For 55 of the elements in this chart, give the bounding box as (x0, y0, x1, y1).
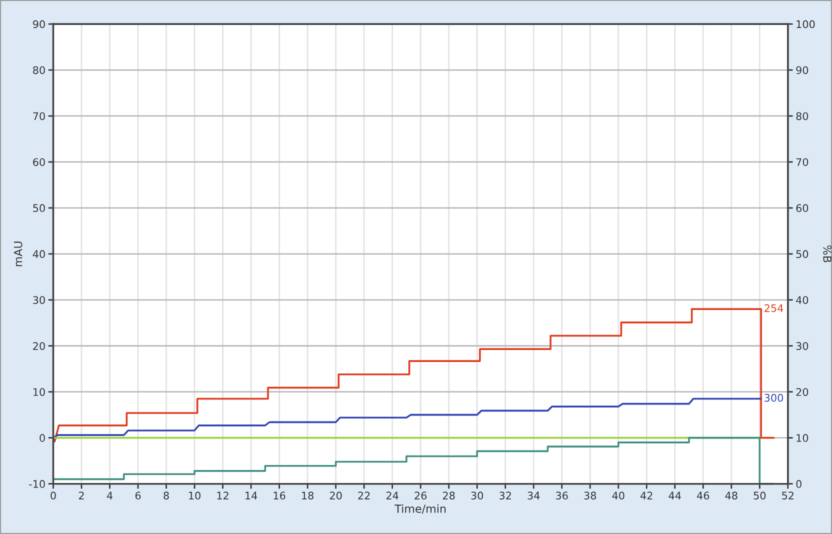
x-tick-label: 20 (330, 492, 342, 500)
y2-tick-label: 30 (796, 342, 808, 350)
x-tick-label: 8 (164, 492, 169, 500)
x-tick-label: 16 (274, 492, 286, 500)
x-tick-label: 12 (217, 492, 228, 500)
x-tick-label: 52 (782, 492, 794, 500)
x-tick-label: 4 (106, 492, 112, 500)
y2-tick-label: 60 (796, 204, 808, 212)
series-label: 300 (764, 394, 784, 402)
y-tick-label: -10 (29, 480, 45, 488)
x-tick-label: 30 (471, 492, 484, 500)
x-tick-label: 24 (386, 492, 398, 500)
y2-tick-label: 70 (796, 158, 808, 166)
y2-tick-label: 0 (796, 480, 802, 488)
y2-tick-label: 50 (796, 250, 808, 258)
x-tick-label: 32 (500, 492, 511, 500)
x-tick-label: 38 (584, 492, 596, 500)
x-tick-label: 44 (668, 492, 681, 500)
x-tick-label: 0 (50, 492, 56, 500)
x-tick-label: 36 (556, 492, 568, 500)
x-tick-label: 50 (754, 492, 766, 500)
y2-tick-label: 10 (796, 434, 808, 442)
x-tick-label: 6 (135, 492, 141, 500)
line-series (52, 398, 762, 439)
y2-tick-label: 80 (796, 112, 808, 120)
series-label: 254 (764, 304, 784, 312)
y2-tick-label: 40 (796, 296, 808, 304)
x-tick-label: 22 (358, 492, 370, 500)
y-tick-label: 50 (33, 204, 45, 212)
x-tick-label: 18 (302, 492, 314, 500)
y-tick-label: 0 (40, 434, 45, 442)
y2-tick-label: 90 (796, 66, 808, 74)
x-tick-label: 14 (246, 492, 258, 500)
x-tick-label: 40 (612, 492, 624, 500)
x-tick-label: 46 (697, 492, 710, 500)
y2-tick-label: 100 (796, 20, 815, 28)
x-tick-label: 42 (640, 492, 652, 500)
x-tick-label: 34 (528, 492, 540, 500)
x-tick-label: 2 (78, 492, 84, 500)
y-tick-label: 60 (33, 158, 45, 166)
y2-axis-title: %B (823, 245, 832, 262)
y-tick-label: 70 (33, 112, 45, 120)
y-tick-label: 80 (33, 66, 45, 74)
x-tick-label: 28 (442, 492, 455, 500)
x-tick-label: 10 (189, 492, 200, 500)
x-tick-label: 26 (414, 492, 427, 500)
y2-tick-label: 20 (796, 388, 808, 396)
x-axis-title: Time/min (394, 504, 446, 514)
y-tick-label: 10 (34, 388, 45, 396)
y-tick-label: 20 (33, 342, 45, 350)
y-tick-label: 30 (33, 296, 45, 304)
x-tick-label: 48 (725, 492, 738, 500)
y-axis-title: mAU (14, 242, 22, 266)
y-tick-label: 40 (32, 250, 45, 258)
y-tick-label: 90 (33, 20, 45, 28)
